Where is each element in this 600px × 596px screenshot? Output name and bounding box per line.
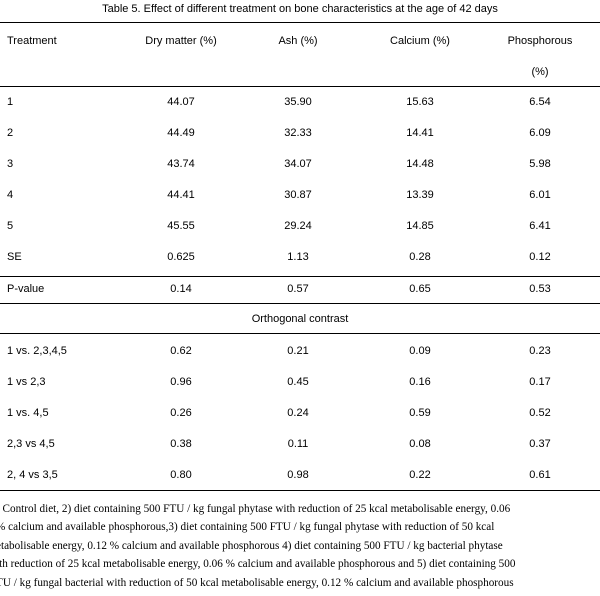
cell-dry-matter: 0.62 [170,345,192,357]
table-row: SE 0.625 1.13 0.28 0.12 [0,250,600,264]
contrast-row: 1 vs. 2,3,4,5 0.62 0.21 0.09 0.23 [0,344,600,358]
cell-dry-matter: 0.14 [170,283,192,295]
cell-contrast: 1 vs 2,3 [7,376,46,388]
cell-ash: 0.11 [287,438,309,450]
cell-treatment: 3 [7,158,14,170]
cell-calcium: 0.65 [409,283,431,295]
table-caption: Table 5. Effect of different treatment o… [102,3,498,15]
contrast-label: Orthogonal contrast [251,313,349,325]
cell-treatment: 1 [7,96,14,108]
cell-ash: 29.24 [284,220,312,232]
contrast-row: 1 vs. 4,5 0.26 0.24 0.59 0.52 [0,406,600,420]
top-rule [0,22,600,23]
cell-calcium: 14.85 [406,220,434,232]
cell-phosphorous: 0.12 [529,251,551,263]
cell-ash: 0.45 [287,376,309,388]
cell-phosphorous: 0.61 [529,469,551,481]
cell-phosphorous: 0.37 [529,438,551,450]
table-row: 4 44.41 30.87 13.39 6.01 [0,188,600,202]
header-ash: Ash (%) [278,35,318,47]
contrast-rule [0,333,600,334]
footnote-line: etabolisable energy, 0.12 % calcium and … [0,539,503,552]
cell-ash: 35.90 [284,96,312,108]
cell-calcium: 14.48 [406,158,434,170]
bottom-rule [0,490,600,491]
contrast-row: 1 vs 2,3 0.96 0.45 0.16 0.17 [0,375,600,389]
cell-calcium: 0.16 [409,376,431,388]
header-rule [0,86,600,87]
cell-phosphorous: 0.53 [529,283,551,295]
cell-dry-matter: 43.74 [167,158,195,170]
cell-calcium: 0.22 [409,469,431,481]
cell-treatment: 2 [7,127,14,139]
table-row: 1 44.07 35.90 15.63 6.54 [0,95,600,109]
cell-phosphorous: 6.09 [529,127,551,139]
cell-dry-matter: 0.96 [170,376,192,388]
cell-dry-matter: 44.41 [167,189,195,201]
cell-dry-matter: 44.49 [167,127,195,139]
cell-phosphorous: 0.17 [529,376,551,388]
cell-treatment: SE [7,251,22,263]
cell-calcium: 0.28 [409,251,431,263]
cell-phosphorous: 0.23 [529,345,551,357]
table-row: 2 44.49 32.33 14.41 6.09 [0,126,600,140]
header-phosphorous-unit: (%) [531,66,549,78]
table-row: 3 43.74 34.07 14.48 5.98 [0,157,600,171]
cell-ash: 0.98 [287,469,309,481]
header-calcium: Calcium (%) [390,35,450,47]
cell-phosphorous: 5.98 [529,158,551,170]
cell-ash: 34.07 [284,158,312,170]
cell-ash: 0.21 [287,345,309,357]
cell-contrast: 2, 4 vs 3,5 [7,469,58,481]
table-row: 5 45.55 29.24 14.85 6.41 [0,219,600,233]
contrast-row: 2,3 vs 4,5 0.38 0.11 0.08 0.37 [0,437,600,451]
cell-calcium: 0.09 [409,345,431,357]
cell-dry-matter: 0.625 [167,251,195,263]
cell-phosphorous: 6.41 [529,220,551,232]
pvalue-row: P-value 0.14 0.57 0.65 0.53 [0,282,600,296]
cell-pvalue-label: P-value [7,283,45,295]
cell-calcium: 15.63 [406,96,434,108]
cell-ash: 32.33 [284,127,312,139]
cell-contrast: 1 vs. 4,5 [7,407,49,419]
table-footnote: ) Control diet, 2) diet containing 500 F… [0,500,600,592]
cell-calcium: 0.59 [409,407,431,419]
header-row: Treatment Dry matter (%) Ash (%) Calcium… [0,34,600,48]
cell-phosphorous: 6.01 [529,189,551,201]
header-phosphorous: Phosphorous [507,35,573,47]
cell-phosphorous: 0.52 [529,407,551,419]
header-row-unit: (%) [0,65,600,79]
pvalue-rule-top [0,276,600,277]
cell-calcium: 14.41 [406,127,434,139]
footnote-line: ith reduction of 25 kcal metabolisable e… [0,558,516,571]
cell-calcium: 13.39 [406,189,434,201]
cell-dry-matter: 0.26 [170,407,192,419]
cell-ash: 30.87 [284,189,312,201]
pvalue-rule-bottom [0,303,600,304]
footnote-line: ) Control diet, 2) diet containing 500 F… [0,503,511,515]
cell-dry-matter: 0.38 [170,438,192,450]
cell-ash: 0.24 [287,407,309,419]
cell-contrast: 2,3 vs 4,5 [7,438,55,450]
cell-dry-matter: 0.80 [170,469,192,481]
header-treatment: Treatment [7,35,57,47]
contrast-row: 2, 4 vs 3,5 0.80 0.98 0.22 0.61 [0,468,600,482]
cell-dry-matter: 45.55 [167,220,195,232]
cell-dry-matter: 44.07 [167,96,195,108]
footnote-line: % calcium and available phosphorous,3) d… [0,521,495,534]
cell-treatment: 5 [7,220,14,232]
cell-ash: 0.57 [287,283,309,295]
cell-phosphorous: 6.54 [529,96,551,108]
cell-calcium: 0.08 [409,438,431,450]
header-dry-matter: Dry matter (%) [145,35,217,47]
cell-treatment: 4 [7,189,14,201]
cell-contrast: 1 vs. 2,3,4,5 [7,345,67,357]
footnote-line: TU / kg fungal bacterial with reduction … [0,576,514,589]
cell-ash: 1.13 [287,251,309,263]
